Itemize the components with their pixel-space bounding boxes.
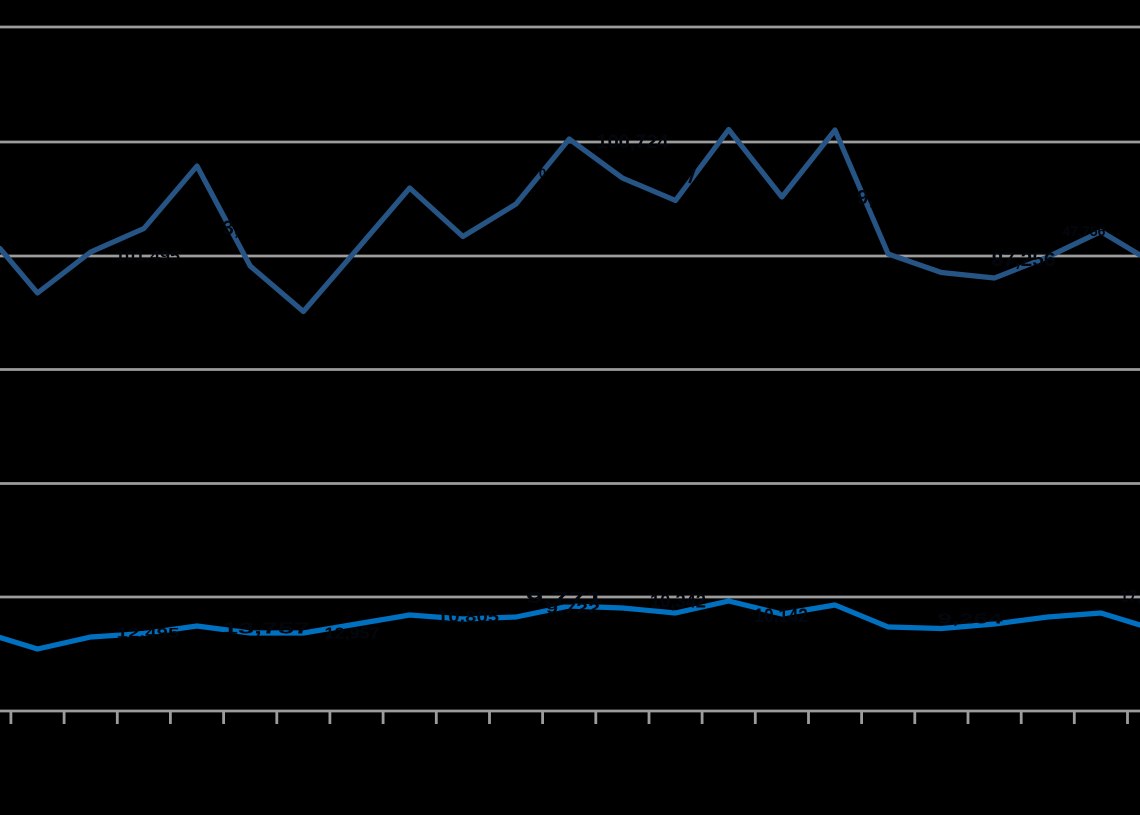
svg-text:10,342: 10,342 xyxy=(650,592,706,613)
svg-text:10,142: 10,142 xyxy=(754,606,808,627)
svg-text:47,756: 47,756 xyxy=(1063,223,1106,239)
svg-text:87,256: 87,256 xyxy=(992,250,1056,271)
svg-text:13,757: 13,757 xyxy=(222,621,310,638)
svg-text:101,495: 101,495 xyxy=(115,248,180,264)
svg-text:3,: 3, xyxy=(223,218,240,240)
svg-text:10,805: 10,805 xyxy=(437,609,499,626)
svg-text:9,264: 9,264 xyxy=(938,611,1004,628)
svg-text:0: 0 xyxy=(539,166,546,181)
svg-text:9,771: 9,771 xyxy=(526,590,603,607)
svg-text:12,957: 12,957 xyxy=(325,626,380,643)
svg-text:9,722: 9,722 xyxy=(546,600,600,617)
svg-text:100,724: 100,724 xyxy=(597,132,669,153)
svg-text:12,495: 12,495 xyxy=(117,625,180,641)
svg-text:9,: 9, xyxy=(857,187,874,209)
svg-text:17,75: 17,75 xyxy=(1120,589,1140,606)
